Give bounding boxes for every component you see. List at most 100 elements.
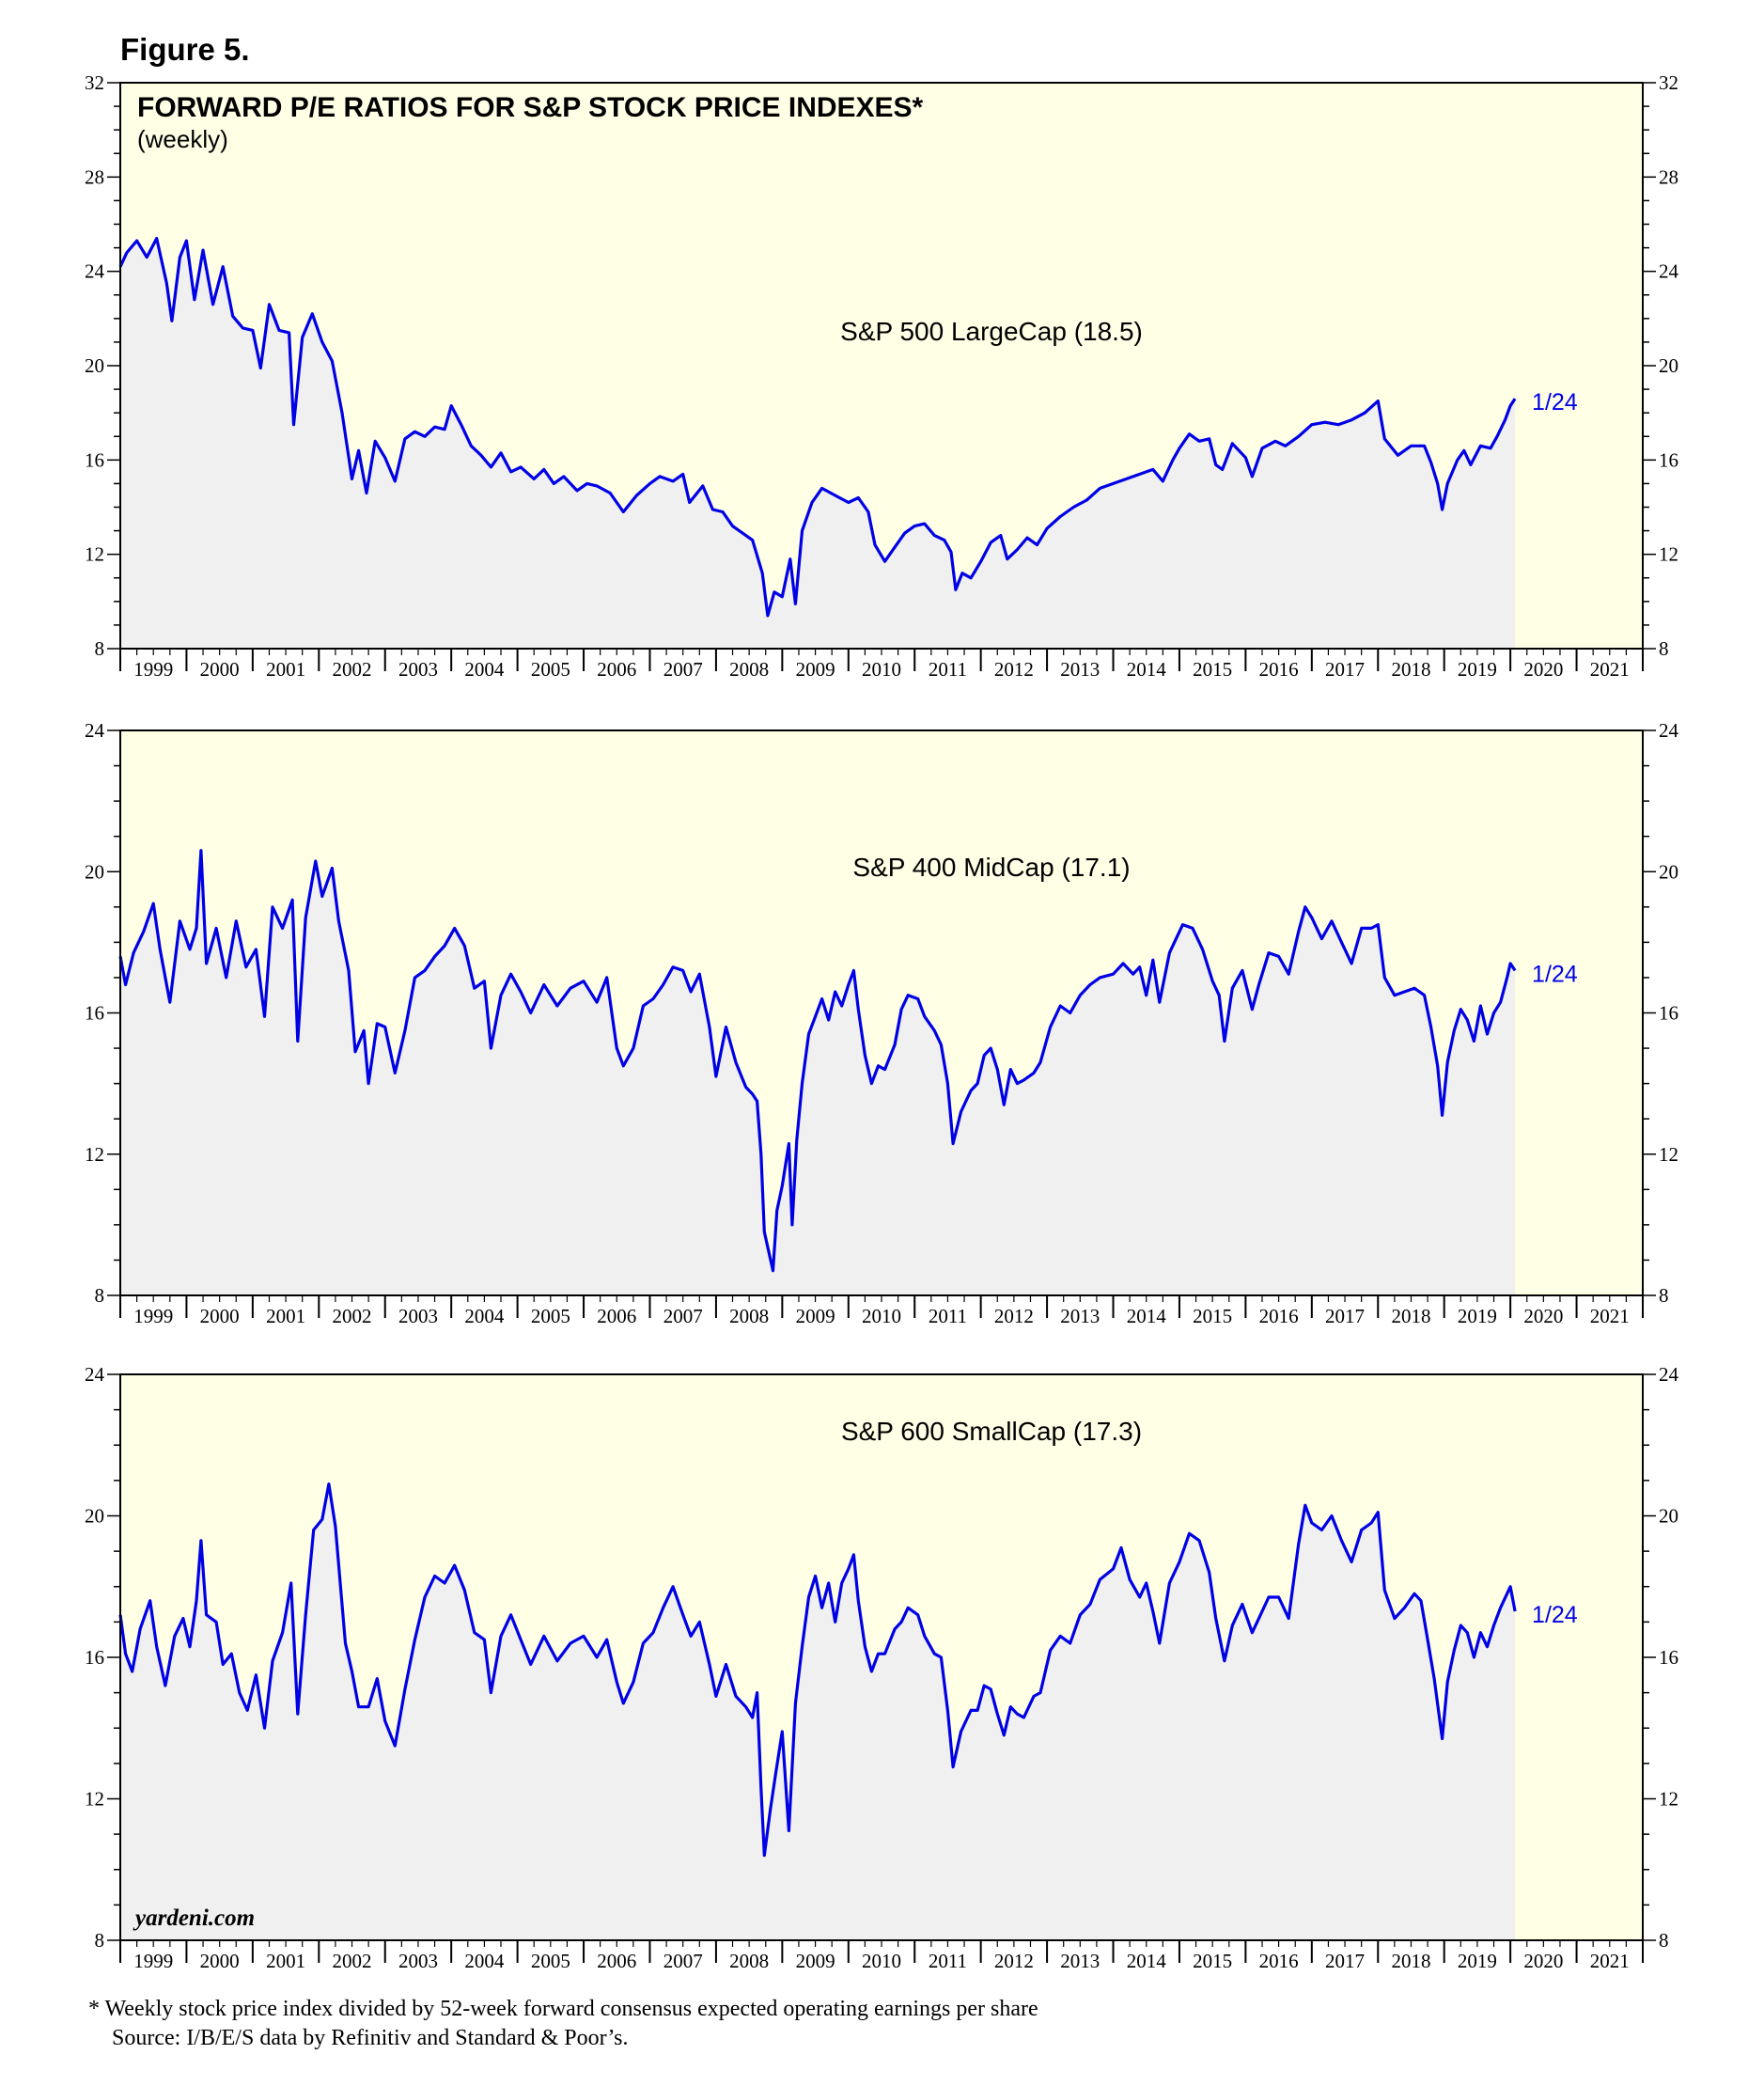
panel-3-xtick-label: 2011	[929, 1950, 967, 1972]
panel-3-xtick-label: 2016	[1259, 1950, 1299, 1972]
panel-1-xtick-label: 2000	[200, 658, 240, 681]
footnote-source: Source: I/B/E/S data by Refinitiv and St…	[112, 2026, 629, 2050]
panel-2-xtick-label: 2021	[1590, 1305, 1630, 1327]
panel-2-xtick-label: 2002	[333, 1305, 372, 1327]
panel-1-xtick-label: 2020	[1523, 658, 1563, 681]
panel-2-series-label: S&P 400 MidCap (17.1)	[852, 853, 1130, 882]
panel-1-ytick-label-left: 28	[85, 165, 104, 188]
panel-1-ytick-label-right: 8	[1659, 637, 1669, 660]
panel-2-xtick-label: 2008	[729, 1305, 769, 1327]
panel-1-ytick-label-right: 12	[1659, 543, 1678, 566]
panel-1-xtick-label: 2001	[266, 658, 305, 681]
panel-3-ytick-label-left: 8	[95, 1929, 105, 1952]
panel-3-xtick-label: 2006	[597, 1950, 636, 1972]
panel-1-ytick-label-left: 8	[95, 637, 105, 660]
footnote: * Weekly stock price index divided by 52…	[88, 1995, 1038, 2053]
panel-3-xtick-label: 2005	[531, 1950, 570, 1972]
panel-3-xtick-label: 2019	[1458, 1950, 1497, 1972]
panel-2-xtick-label: 2010	[862, 1305, 901, 1327]
panel-2-xtick-label: 2000	[200, 1305, 240, 1327]
panel-1-xtick-label: 2007	[663, 658, 703, 681]
panel-1-xtick-label: 2005	[531, 658, 570, 681]
panel-2-xtick-label: 2009	[796, 1305, 835, 1327]
panel-1-series-line	[118, 237, 1517, 618]
panel-1-area-fill	[120, 238, 1516, 649]
panel-3-xtick-label: 2018	[1391, 1950, 1430, 1972]
panel-1-ytick-label-left: 12	[85, 543, 104, 566]
panel-2-xtick-label: 1999	[133, 1305, 173, 1327]
panel-1-xtick-label: 2016	[1259, 658, 1299, 681]
panel-1-ytick-label-left: 32	[85, 71, 104, 94]
panel-2-xtick-label: 2004	[464, 1305, 505, 1327]
panel-2-xtick-label: 2020	[1523, 1305, 1563, 1327]
panel-3-end-date-label: 1/24	[1532, 1602, 1578, 1628]
panel-1-ytick-label-right: 20	[1659, 354, 1678, 377]
panel-3-xtick-label: 2015	[1193, 1950, 1232, 1972]
panel-2-ytick-label-right: 12	[1659, 1143, 1678, 1166]
panel-1-xtick-label: 2012	[994, 658, 1034, 681]
footnote-definition: * Weekly stock price index divided by 52…	[88, 1997, 1038, 2021]
panel-1-chart-subtitle: (weekly)	[137, 125, 228, 153]
panel-2-end-date-label: 1/24	[1532, 961, 1578, 987]
panel-1-chart-title: FORWARD P/E RATIOS FOR S&P STOCK PRICE I…	[137, 92, 924, 123]
panel-3-xtick-label: 2003	[398, 1950, 438, 1972]
panel-1-series-label: S&P 500 LargeCap (18.5)	[840, 317, 1143, 346]
panel-1-ytick-label-left: 20	[85, 354, 104, 377]
panel-2-xtick-label: 2007	[663, 1305, 703, 1327]
panel-2-ytick-label-right: 24	[1659, 719, 1679, 742]
panel-3-xtick-label: 2001	[266, 1950, 305, 1972]
panel-3-ytick-label-left: 12	[85, 1788, 104, 1811]
panel-2-area-fill	[120, 850, 1516, 1295]
panel-3-xtick-label: 2000	[200, 1950, 240, 1972]
panel-3-xtick-label: 2009	[796, 1950, 835, 1972]
panel-1-xtick-label: 2013	[1060, 658, 1100, 681]
panel-1-xtick-label: 2006	[597, 658, 636, 681]
panel-1-xtick-label: 2009	[796, 658, 835, 681]
panel-2-ytick-label-left: 24	[85, 719, 105, 742]
panel-1-ytick-label-left: 16	[85, 448, 104, 471]
panel-2-ytick-label-right: 16	[1659, 1002, 1678, 1025]
panel-3-xtick-label: 2021	[1590, 1950, 1630, 1972]
panel-3-ytick-label-right: 12	[1659, 1788, 1678, 1811]
panel-1-xtick-label: 2004	[464, 658, 505, 681]
panel-2-series-line	[118, 849, 1517, 1273]
panel-1-xtick-label: 2017	[1325, 658, 1365, 681]
panel-3-xtick-label: 2017	[1325, 1950, 1365, 1972]
panel-2-xtick-label: 2016	[1259, 1305, 1299, 1327]
panel-2-xtick-label: 2003	[398, 1305, 438, 1327]
panel-3-xtick-label: 2012	[994, 1950, 1034, 1972]
panel-2-ytick-label-left: 8	[95, 1284, 105, 1307]
panel-1-xtick-label: 2011	[929, 658, 967, 681]
panel-1-xtick-label: 2018	[1391, 658, 1430, 681]
panel-3-xtick-label: 2008	[729, 1950, 769, 1972]
panel-1-xtick-label: 2003	[398, 658, 438, 681]
panel-2-xtick-label: 2015	[1193, 1305, 1232, 1327]
panel-2-xtick-label: 2017	[1325, 1305, 1365, 1327]
panel-2-xtick-label: 2006	[597, 1305, 636, 1327]
panel-3-xtick-label: 2002	[333, 1950, 372, 1972]
panel-1-xtick-label: 2014	[1127, 658, 1167, 681]
panel-2-xtick-label: 2011	[929, 1305, 967, 1327]
panel-2-xtick-label: 2014	[1127, 1305, 1167, 1327]
panel-3-xtick-label: 2004	[464, 1950, 505, 1972]
panel-2-xtick-label: 2013	[1060, 1305, 1100, 1327]
panel-2-ytick-label-right: 20	[1659, 860, 1678, 883]
panel-1-xtick-label: 2021	[1590, 658, 1630, 681]
panel-2-xtick-label: 2012	[994, 1305, 1034, 1327]
panel-2-xtick-label: 2005	[531, 1305, 570, 1327]
panel-3-series-line	[118, 1482, 1517, 1858]
panel-3-xtick-label: 2007	[663, 1950, 703, 1972]
panel-1-xtick-label: 2002	[333, 658, 372, 681]
panel-3-xtick-label: 2010	[862, 1950, 901, 1972]
figure-label: Figure 5.	[120, 32, 250, 67]
panel-3-ytick-label-left: 16	[85, 1646, 104, 1669]
panel-1-xtick-label: 2010	[862, 658, 901, 681]
panel-2-ytick-label-left: 12	[85, 1143, 104, 1166]
panel-1-ytick-label-right: 16	[1659, 448, 1678, 471]
panel-3-ytick-label-left: 24	[85, 1363, 105, 1386]
panel-2-ytick-label-left: 16	[85, 1002, 104, 1025]
panel-1-ytick-label-right: 28	[1659, 165, 1678, 188]
panel-1-xtick-label: 2015	[1193, 658, 1232, 681]
panel-3-ytick-label-left: 20	[85, 1505, 104, 1528]
panel-3-xtick-label: 2013	[1060, 1950, 1100, 1972]
